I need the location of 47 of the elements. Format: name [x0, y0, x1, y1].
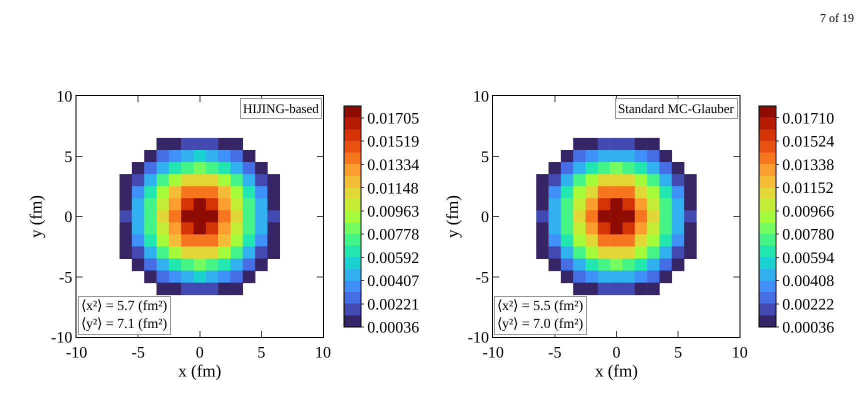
text: 7 of 19	[820, 11, 854, 25]
color-bar-label: 0.00778	[367, 226, 420, 244]
color-bar-label: 0.01519	[367, 134, 420, 151]
annotation: Standard MC-Glauber	[618, 101, 735, 116]
annotation: HIJING-based	[243, 101, 320, 116]
color-bar-label: 0.01334	[367, 156, 420, 174]
color-bar-label: 0.01524	[782, 134, 834, 151]
x-axis-title: x (fm)	[594, 361, 638, 380]
color-bar-label: 0.00222	[782, 296, 834, 314]
y-tick-label: 10	[473, 88, 490, 106]
annotation: ⟨x²⟩ = 5.7 (fm²) ⟨y²⟩ = 7.1 (fm²)	[81, 299, 168, 332]
y-tick-label: 5	[481, 148, 490, 166]
y-axis-title: y (fm)	[443, 195, 462, 238]
x-tick-label: 5	[674, 344, 682, 362]
y-tick-label: -10	[468, 330, 490, 347]
color-bar-label: 0.00963	[367, 203, 420, 220]
color-bar-label: 0.00592	[367, 250, 420, 267]
y-tick-label: -10	[51, 330, 72, 347]
x-tick-label: -5	[131, 344, 145, 362]
x-tick-label: -5	[548, 344, 562, 362]
color-bar-label: 0.01148	[367, 180, 419, 198]
y-tick-label: 5	[64, 148, 72, 166]
color-bar-label: 0.00594	[782, 250, 834, 267]
y-tick-label: 0	[64, 209, 72, 226]
color-bar-label: 0.00036	[367, 320, 420, 337]
y-tick-label: 0	[481, 209, 490, 226]
y-tick-label: 10	[56, 88, 72, 106]
color-bar-label: 0.00780	[782, 226, 834, 244]
color-bar-label: 0.00221	[367, 296, 420, 314]
y-axis-title: y (fm)	[26, 195, 46, 238]
x-tick-label: 10	[315, 344, 332, 362]
y-tick-label: -5	[476, 269, 490, 286]
color-bar-label: 0.01710	[782, 110, 834, 128]
color-bar-label: 0.00966	[782, 203, 834, 220]
color-bar-label: 0.00036	[782, 320, 834, 337]
color-bar-label: 0.00408	[782, 273, 834, 290]
y-tick-label: -5	[59, 269, 72, 286]
x-tick-label: 10	[732, 344, 748, 362]
x-axis-title: x (fm)	[178, 361, 222, 380]
annotation: ⟨x²⟩ = 5.5 (fm²) ⟨y²⟩ = 7.0 (fm²)	[497, 299, 584, 332]
color-bar-label: 0.01152	[782, 180, 834, 198]
color-bar-label: 0.01705	[367, 110, 420, 128]
color-bar-label: 0.00407	[367, 273, 420, 290]
color-bar-label: 0.01338	[782, 156, 834, 174]
x-tick-label: 0	[612, 344, 620, 362]
x-tick-label: 0	[196, 344, 204, 362]
x-tick-label: 5	[257, 344, 266, 362]
